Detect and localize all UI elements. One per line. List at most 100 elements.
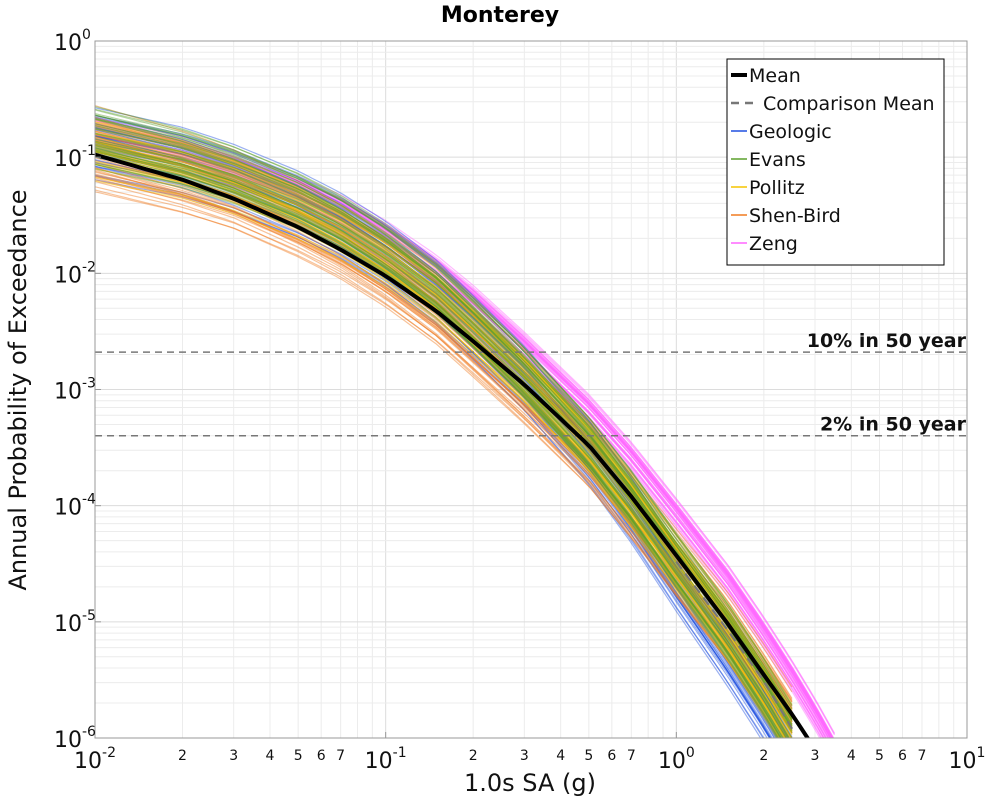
mean-curve [95,152,810,738]
ensemble-curve [95,170,789,738]
ensemble-curve [95,124,836,736]
ensemble-curve [95,118,793,703]
ensemble-curve [95,160,778,738]
ensemble-evans-group [95,106,793,738]
ensemble-curve [95,122,832,738]
reference-lines: 10% in 50 year 2% in 50 year [95,330,967,437]
y-tick-label: 100 [54,27,91,56]
ensemble-curve [95,150,793,702]
ensemble-curve [95,114,793,729]
ensemble-curve [95,124,793,726]
ensemble-curve [95,124,833,738]
y-tick-label: 10-4 [54,492,96,521]
ensemble-curve [95,130,793,735]
ensemble-curve [95,108,793,710]
ensemble-curve [95,149,787,738]
ensemble-curve [95,117,836,735]
ensemble-curve [95,138,825,738]
ensemble-curve [95,114,793,707]
ensemble-curve [95,140,782,738]
ensemble-curve [95,139,793,703]
reference-line-label: 2% in 50 year [820,414,967,436]
ensemble-curve [95,127,830,738]
ensemble-curve [95,167,781,738]
ensemble-curve [95,122,835,738]
ensemble-curve [95,151,793,707]
ensemble-curve [95,126,830,738]
ensemble-curve [95,148,793,733]
ensemble-curve [95,135,790,738]
x-minor-tick-label: 7 [627,748,636,764]
ensemble-curve [95,132,793,718]
x-minor-tick-label: 4 [556,748,565,764]
ensemble-curve [95,136,793,709]
ensemble-curve [95,148,821,738]
ensemble-curve [95,121,793,705]
x-minor-tick-label: 4 [847,748,856,764]
ensemble-curve [95,136,827,738]
x-tick-label: 10-1 [365,745,407,774]
legend-label: Shen-Bird [749,205,841,227]
ensemble-curve [95,132,793,711]
ensemble-curve [95,166,762,738]
ensemble-curve [95,126,789,738]
ensemble-curve [95,125,833,738]
ensemble-curve [95,141,793,723]
x-minor-tick-label: 6 [898,748,907,764]
ensemble-curve [95,124,793,718]
ensemble-curve [95,151,782,738]
ensemble-curve [95,186,791,738]
ensemble-curve [95,123,793,714]
ensemble-curve [95,156,789,738]
x-minor-tick-label: 2 [759,748,768,764]
ensemble-curve [95,180,780,738]
ensemble-curve [95,134,793,688]
x-minor-tick-label: 3 [229,748,238,764]
ensemble-curve [95,163,787,738]
ensemble-curve [95,123,833,738]
ensemble-curve [95,128,789,738]
ensemble-curve [95,123,793,716]
y-axis-label: Annual Probability of Exceedance [4,189,32,590]
ensemble-curve [95,130,826,738]
ensemble-curve [95,169,780,738]
y-tick-label: 10-3 [54,376,96,405]
mean-curves [95,152,810,738]
ensemble-curve [95,141,793,732]
ensemble-curve [95,129,834,738]
ensemble-curve [95,144,790,738]
ensemble-curve [95,128,791,738]
ensemble-curve [95,135,790,738]
x-minor-tick-label: 7 [336,748,345,764]
ensemble-curve [95,113,793,713]
ensemble-curve [95,130,793,693]
legend-label: Comparison Mean [763,93,935,115]
ensemble-curve [95,133,793,713]
ensemble-curve [95,128,793,716]
ensemble-curve [95,149,781,738]
ensemble-curve [95,134,829,738]
legend-label: Zeng [749,233,798,255]
ensemble-curve [95,131,832,738]
ensemble-curve [95,143,793,719]
ensemble-curve [95,114,793,714]
ensemble-curves [95,105,836,738]
x-minor-tick-label: 4 [266,748,275,764]
legend-label: Mean [749,65,801,87]
ensemble-curve [95,138,830,738]
comparison-mean-curve [675,560,793,730]
ensemble-curve [95,143,789,738]
ensemble-curve [95,122,836,734]
ensemble-curve [95,106,793,719]
y-tick-label: 10-1 [54,143,96,172]
ensemble-curve [95,137,771,738]
ensemble-curve [95,156,790,738]
ensemble-curve [95,142,823,738]
ensemble-curve [95,137,824,738]
ensemble-curve [95,171,793,725]
ensemble-curve [95,150,787,738]
ensemble-curve [95,175,793,727]
ensemble-curve [95,154,793,731]
ensemble-curve [95,126,793,720]
